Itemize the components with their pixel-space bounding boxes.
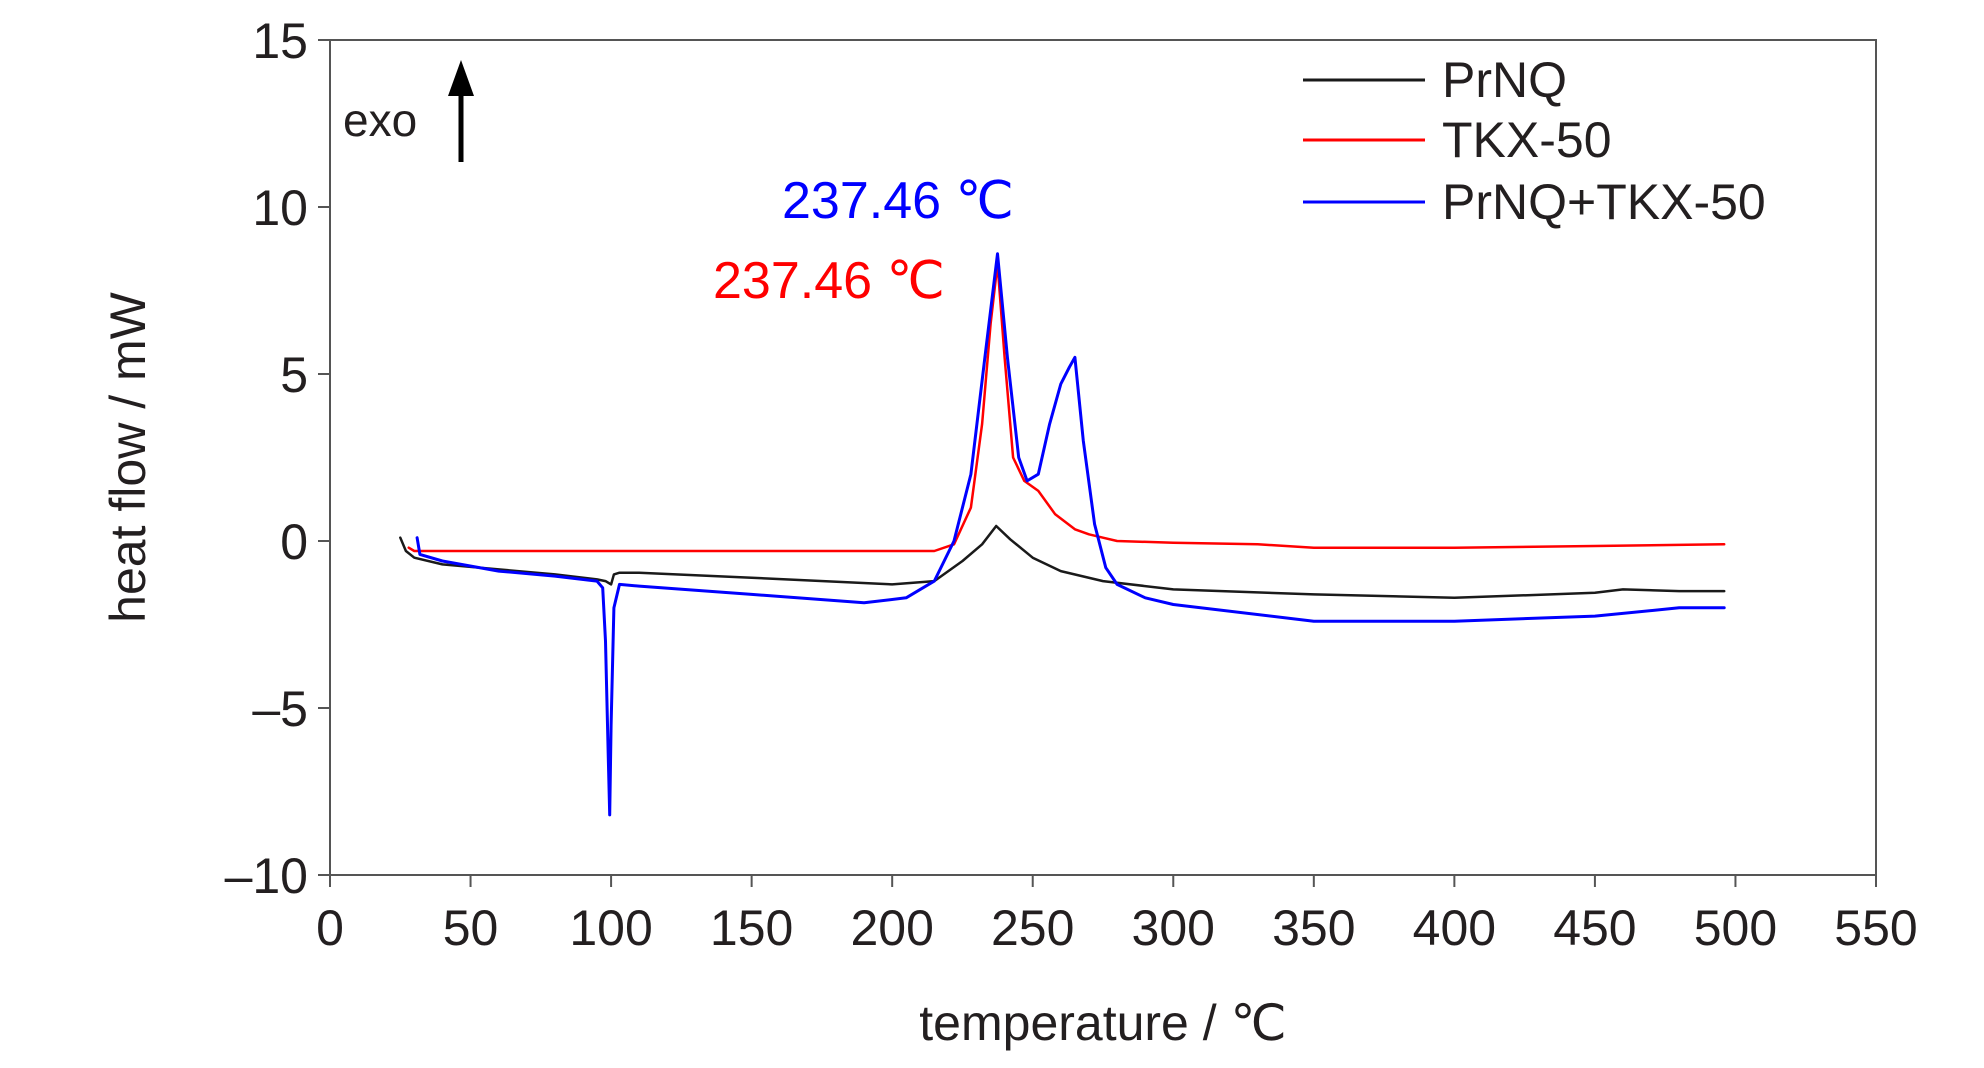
exo-label: exo — [343, 94, 417, 146]
peak-annotation-tkx50: 237.46 ℃ — [713, 252, 945, 310]
x-tick-label-100: 100 — [569, 900, 652, 956]
x-tick-label-200: 200 — [850, 900, 933, 956]
x-tick-label-300: 300 — [1132, 900, 1215, 956]
series-line-prnq — [399, 524, 1726, 600]
y-tick-label-4: –5 — [252, 681, 308, 737]
x-axis-label: temperature / ℃ — [919, 995, 1286, 1051]
y-tick-label-2: 5 — [280, 347, 308, 403]
legend-label-blend: PrNQ+TKX-50 — [1442, 174, 1766, 230]
y-axis-label: heat flow / mW — [100, 291, 156, 622]
y-tick-label-3: 0 — [280, 514, 308, 570]
x-tick-label-250: 250 — [991, 900, 1074, 956]
x-tick-label-50: 50 — [443, 900, 499, 956]
exo-arrow-head — [448, 60, 474, 96]
legend-label-prnq: PrNQ — [1442, 52, 1567, 108]
y-tick-label-5: –10 — [225, 848, 308, 904]
series-line-tkx-50 — [407, 262, 1726, 553]
series-line-prnq-tkx-50 — [415, 252, 1726, 817]
peak-annotation-blend: 237.46 ℃ — [782, 172, 1014, 230]
x-tick-label-550: 550 — [1834, 900, 1917, 956]
x-tick-label-150: 150 — [710, 900, 793, 956]
x-tick-label-0: 0 — [316, 900, 344, 956]
legend-label-tkx50: TKX-50 — [1442, 112, 1612, 168]
x-tick-label-500: 500 — [1694, 900, 1777, 956]
x-tick-label-350: 350 — [1272, 900, 1355, 956]
y-tick-label-1: 10 — [252, 180, 308, 236]
x-tick-label-450: 450 — [1553, 900, 1636, 956]
y-tick-label-0: 15 — [252, 13, 308, 69]
plot-frame — [329, 39, 1877, 876]
x-tick-label-400: 400 — [1413, 900, 1496, 956]
